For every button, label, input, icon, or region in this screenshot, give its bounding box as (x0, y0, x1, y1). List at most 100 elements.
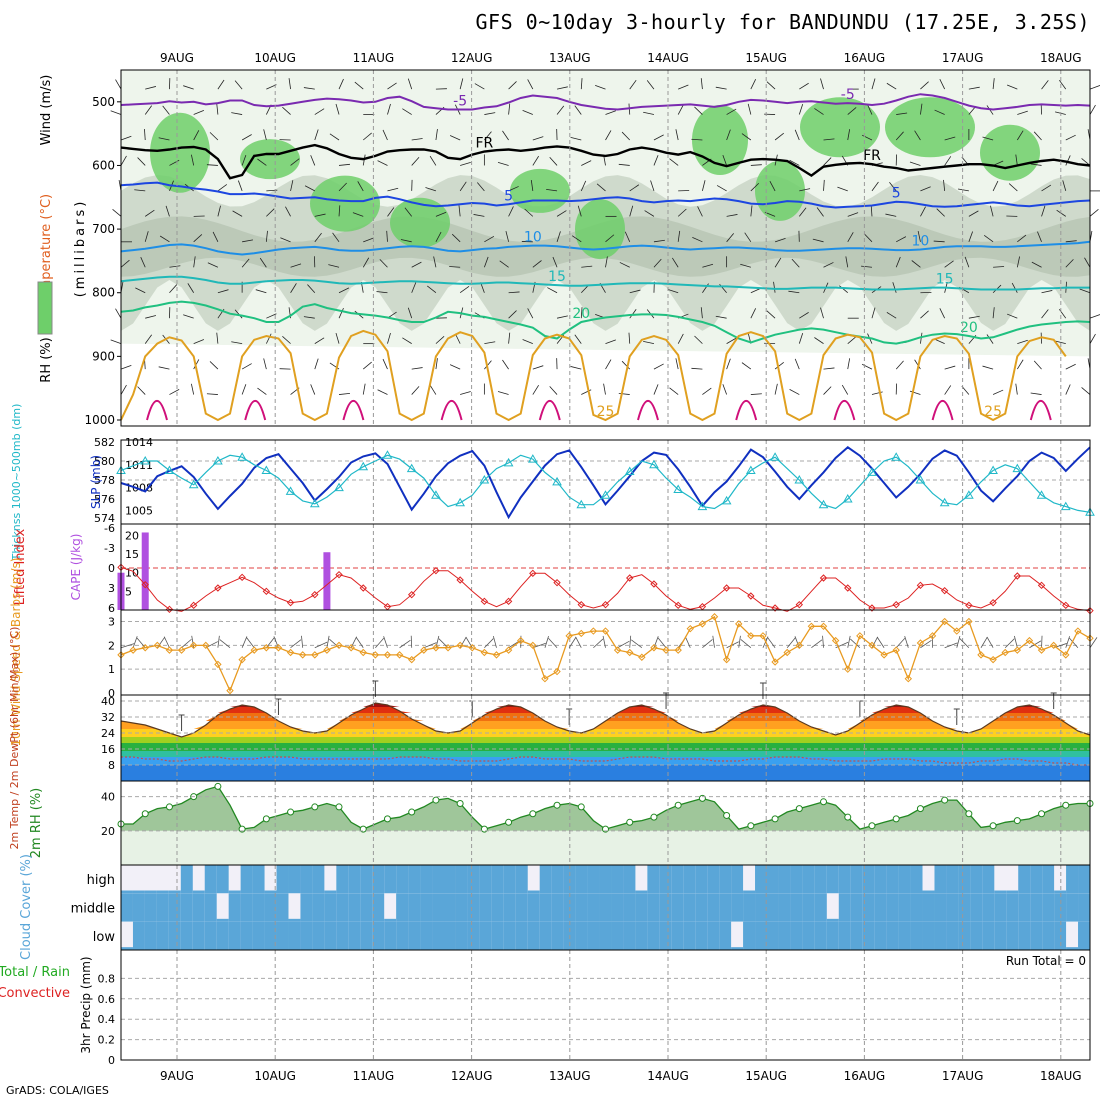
wind-speed-point (880, 651, 888, 659)
wind-barb-10m (548, 638, 558, 649)
wind-barb (944, 385, 952, 395)
wind-barb (459, 285, 470, 294)
cloud-cell-high (156, 890, 170, 894)
lifted-point (1013, 572, 1022, 580)
wind-barb (1065, 259, 1074, 268)
cloud-cell-low (264, 921, 277, 950)
cloud-cell-low (623, 921, 636, 950)
cloud-cell-middle (599, 893, 612, 922)
wind-barb (939, 79, 946, 90)
cloud-cell-high (814, 865, 828, 894)
cloud-cell-middle (264, 893, 277, 922)
wind-barb-10m (944, 642, 958, 649)
cloud-cell-low (324, 921, 337, 950)
cloud-cell-low (719, 921, 732, 950)
lifted-y-tick-label: 0 (108, 562, 115, 575)
wind-barb (556, 105, 565, 115)
upper-ylabel: Temperature (°C) Wind (m/s) RH (%) (39, 75, 54, 383)
cloud-cell-middle (432, 893, 445, 922)
wind-barb (532, 385, 539, 395)
wind-barb (158, 366, 170, 370)
wind-barb (934, 109, 945, 115)
cloud-cell-low (575, 921, 588, 950)
cloud-cell-low (156, 921, 170, 950)
wind-barb (363, 237, 374, 243)
wind-barb (362, 257, 370, 268)
thickness-point (867, 467, 877, 476)
lifted-point (819, 574, 828, 582)
lifted-point (456, 576, 464, 584)
thickness-point (600, 490, 611, 499)
date-label-top: 16AUG (844, 51, 886, 65)
wind-barb (1008, 183, 1018, 192)
cloud-cell-high (623, 865, 636, 894)
thickness-point (842, 493, 853, 503)
wind-barb (920, 332, 923, 344)
cloud-cell-high (731, 865, 744, 894)
wind-barb (303, 316, 315, 319)
wind-speed-point (286, 648, 295, 657)
cloud-cell-high (826, 865, 840, 894)
wind-barb (847, 129, 851, 141)
wind-barb (896, 236, 907, 243)
wind-barb (700, 78, 703, 90)
wind-barb (429, 385, 437, 395)
cloud-cell-middle (156, 893, 170, 922)
wind-barb (115, 79, 122, 90)
wind-speed-point (1074, 627, 1082, 635)
wind-barb (497, 162, 509, 166)
wind-barb (580, 307, 583, 319)
wind-barb (532, 155, 539, 166)
wind-barb (702, 180, 706, 192)
wind-barb (354, 81, 364, 90)
rh2m-point (553, 801, 561, 809)
wind-barb (1006, 84, 1018, 90)
cloud-row-label: high (87, 873, 115, 888)
wind-barb (574, 334, 582, 344)
wind-speed-point (468, 644, 476, 652)
wind-barb-10m (219, 639, 231, 649)
thick-y-tick-label: 574 (94, 512, 115, 525)
wind-barb (435, 211, 447, 217)
wind-barb (265, 333, 272, 344)
cloud-cell-middle (240, 893, 253, 922)
wind-barb (266, 208, 275, 217)
wind-barb (774, 383, 778, 395)
wind-barb (653, 384, 659, 395)
wind-barb-10m (767, 637, 776, 648)
cloud-cell-high (958, 865, 971, 894)
temp-y-tick-label: 8 (108, 759, 115, 772)
wind-speed-point (940, 617, 949, 626)
wind-barb (653, 155, 659, 166)
temp-ylabel: 2m Temp / 2m DewPt (6hr Min/Max) (°C) (8, 627, 21, 850)
cloud-cell-low (886, 921, 899, 950)
date-label-bottom: 18AUG (1040, 1069, 1082, 1083)
wind-barb (435, 335, 445, 344)
cloud-cell-high (790, 865, 804, 894)
wind-barb (957, 188, 969, 192)
upper-ylabel-wind: Wind (m/s) (39, 75, 54, 146)
wind-barb (605, 339, 616, 345)
cloud-cell-high (204, 865, 218, 894)
thick-y-tick-label: 576 (94, 493, 115, 506)
rh-moist-patch (150, 112, 210, 193)
wind-barb (741, 133, 752, 141)
rh2m-point (287, 808, 295, 816)
wind-barb (285, 206, 291, 217)
cloud-cell-high (850, 865, 864, 894)
cloud-row-label: middle (71, 902, 115, 917)
rh2m-point (771, 815, 779, 823)
temp-y-tick-label: 40 (101, 695, 115, 708)
date-label-bottom: 15AUG (745, 1069, 787, 1083)
wind-barb (895, 256, 901, 268)
date-label-top: 14AUG (647, 51, 689, 65)
wind-barb (411, 282, 417, 293)
cloud-cell-high (491, 865, 505, 894)
wind-barb (217, 205, 221, 217)
wind-barb (766, 310, 776, 319)
wind-barb (678, 84, 689, 90)
wind-barb (241, 134, 252, 141)
wind-barb (459, 78, 464, 90)
wind-y-tick-label: 3 (108, 616, 115, 629)
date-label-top: 13AUG (549, 51, 591, 65)
